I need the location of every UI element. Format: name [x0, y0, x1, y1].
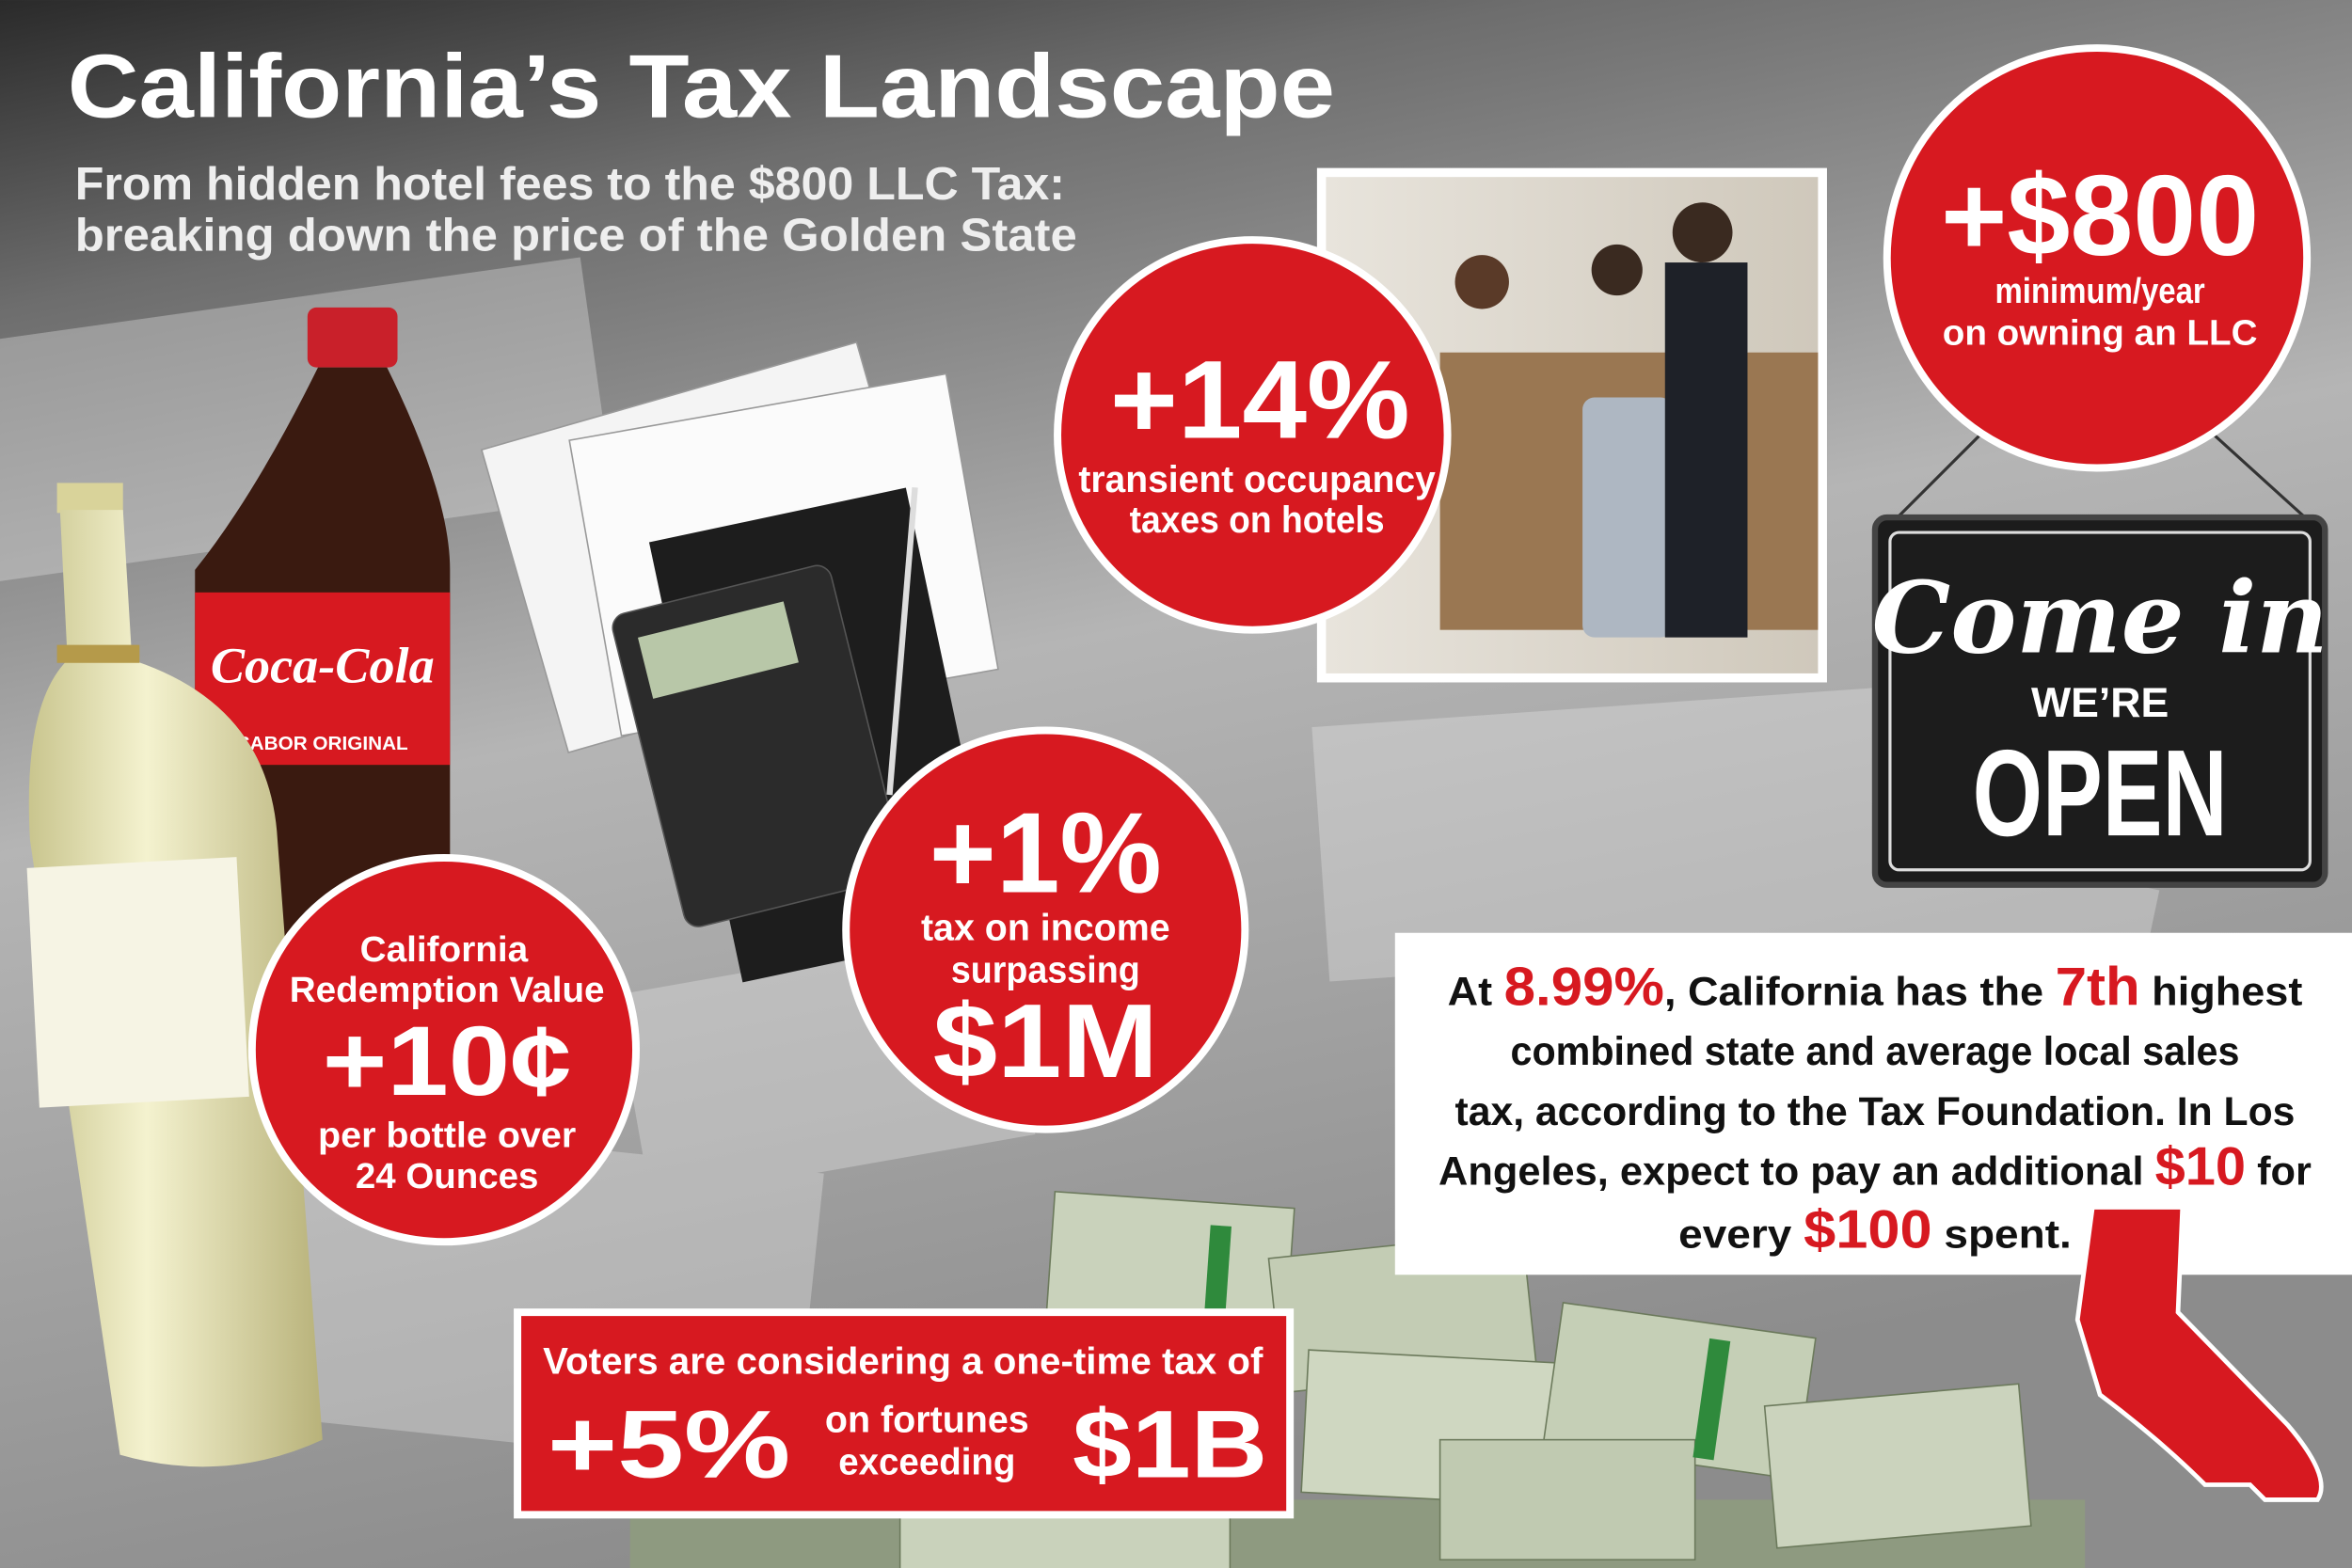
income-line: surpassing	[951, 949, 1140, 990]
sales-note: At 8.99%, California has the 7th highest…	[1394, 932, 2352, 1275]
wealth-amount: +5%	[548, 1391, 790, 1498]
subtitle: breaking down the price of the Golden St…	[75, 209, 1077, 261]
wealth-middle: exceeding	[838, 1441, 1015, 1482]
sales-line: every $100 spent.	[1678, 1200, 2072, 1260]
hotel-amount: +14%	[1110, 339, 1410, 463]
sales-highlight: 8.99%	[1504, 957, 1664, 1017]
sales-text: for	[2246, 1149, 2312, 1195]
wealth-lead: Voters are considering a one-time tax of	[543, 1340, 1263, 1382]
bottle-tagline: SABOR ORIGINAL	[237, 733, 408, 754]
title: California’s Tax Landscape	[68, 36, 1335, 136]
sales-line: tax, according to the Tax Foundation. In…	[1455, 1089, 2296, 1134]
sales-text: combined state and average local sales	[1511, 1029, 2240, 1074]
income-threshold: $1M	[933, 982, 1158, 1100]
income-line: tax on income	[921, 908, 1170, 949]
sales-text: Angeles, expect to pay an additional	[1438, 1149, 2155, 1195]
llc-amount: +$800	[1941, 151, 2259, 279]
hotel-badge: +14% transient occupancy taxes on hotels	[1054, 236, 1452, 634]
redemption-amount: +10¢	[323, 1006, 572, 1117]
sales-highlight: $100	[1804, 1200, 1931, 1260]
sign-script: Come in	[1871, 560, 2328, 676]
bottle-brand: Coca-Cola	[211, 637, 435, 693]
sales-text: spent.	[1932, 1212, 2072, 1258]
redemption-line: California	[360, 929, 529, 970]
income-badge: +1% tax on income surpassing $1M	[842, 726, 1249, 1133]
sales-line: At 8.99%, California has the 7th highest	[1448, 957, 2303, 1017]
sales-line: combined state and average local sales	[1511, 1029, 2240, 1074]
hotel-line: taxes on hotels	[1130, 499, 1385, 541]
sales-highlight: 7th	[2056, 957, 2140, 1017]
llc-line: minimum/year	[1995, 271, 2205, 311]
wealth-middle: on fortunes	[825, 1400, 1029, 1441]
sales-text: every	[1678, 1212, 1804, 1258]
llc-badge: +$800 minimum/year on owning an LLC	[1883, 44, 2312, 472]
tax-forms	[480, 341, 1000, 983]
redemption-badge: California Redemption Value +10¢ per bot…	[247, 854, 641, 1246]
sales-lines: At 8.99%, California has the 7th highest…	[1438, 957, 2312, 1259]
income-amount: +1%	[930, 789, 1162, 917]
sales-highlight: $10	[2155, 1137, 2246, 1197]
llc-line: on owning an LLC	[1943, 313, 2258, 354]
redemption-line: per bottle over	[318, 1116, 576, 1156]
wealth-threshold: $1B	[1073, 1391, 1267, 1498]
sales-text: At	[1448, 969, 1504, 1014]
sign-small: WE’RE	[2031, 680, 2169, 726]
redemption-line: 24 Ounces	[356, 1156, 539, 1196]
sales-text: tax, according to the Tax Foundation. In…	[1455, 1089, 2296, 1134]
california-map	[2074, 1205, 2324, 1502]
open-sign: Come in WE’RE OPEN	[1871, 419, 2328, 888]
sign-big: OPEN	[1973, 724, 2228, 862]
sales-line: Angeles, expect to pay an additional $10…	[1438, 1137, 2312, 1197]
sales-text: highest	[2140, 969, 2303, 1014]
wine-bottle	[26, 483, 323, 1467]
hotel-line: transient occupancy	[1078, 459, 1435, 500]
sales-text: , California has the	[1664, 969, 2056, 1014]
subtitle: From hidden hotel fees to the $800 LLC T…	[75, 158, 1065, 210]
wealth-box: Voters are considering a one-time tax of…	[514, 1308, 1295, 1519]
redemption-line: Redemption Value	[290, 970, 605, 1010]
